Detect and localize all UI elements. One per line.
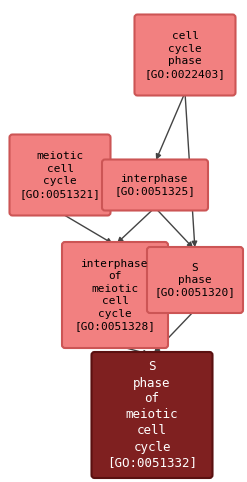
FancyBboxPatch shape [9, 134, 110, 215]
FancyBboxPatch shape [147, 247, 243, 313]
FancyBboxPatch shape [135, 14, 235, 95]
Text: interphase
[GO:0051325]: interphase [GO:0051325] [115, 174, 195, 196]
Text: interphase
of
meiotic
cell
cycle
[GO:0051328]: interphase of meiotic cell cycle [GO:005… [75, 259, 156, 331]
Text: S
phase
of
meiotic
cell
cycle
[GO:0051332]: S phase of meiotic cell cycle [GO:005133… [107, 361, 197, 469]
Text: S
phase
[GO:0051320]: S phase [GO:0051320] [155, 263, 235, 297]
Text: cell
cycle
phase
[GO:0022403]: cell cycle phase [GO:0022403] [144, 31, 226, 79]
FancyBboxPatch shape [91, 352, 212, 478]
FancyBboxPatch shape [102, 160, 208, 211]
FancyBboxPatch shape [62, 242, 168, 348]
Text: meiotic
cell
cycle
[GO:0051321]: meiotic cell cycle [GO:0051321] [20, 151, 101, 199]
